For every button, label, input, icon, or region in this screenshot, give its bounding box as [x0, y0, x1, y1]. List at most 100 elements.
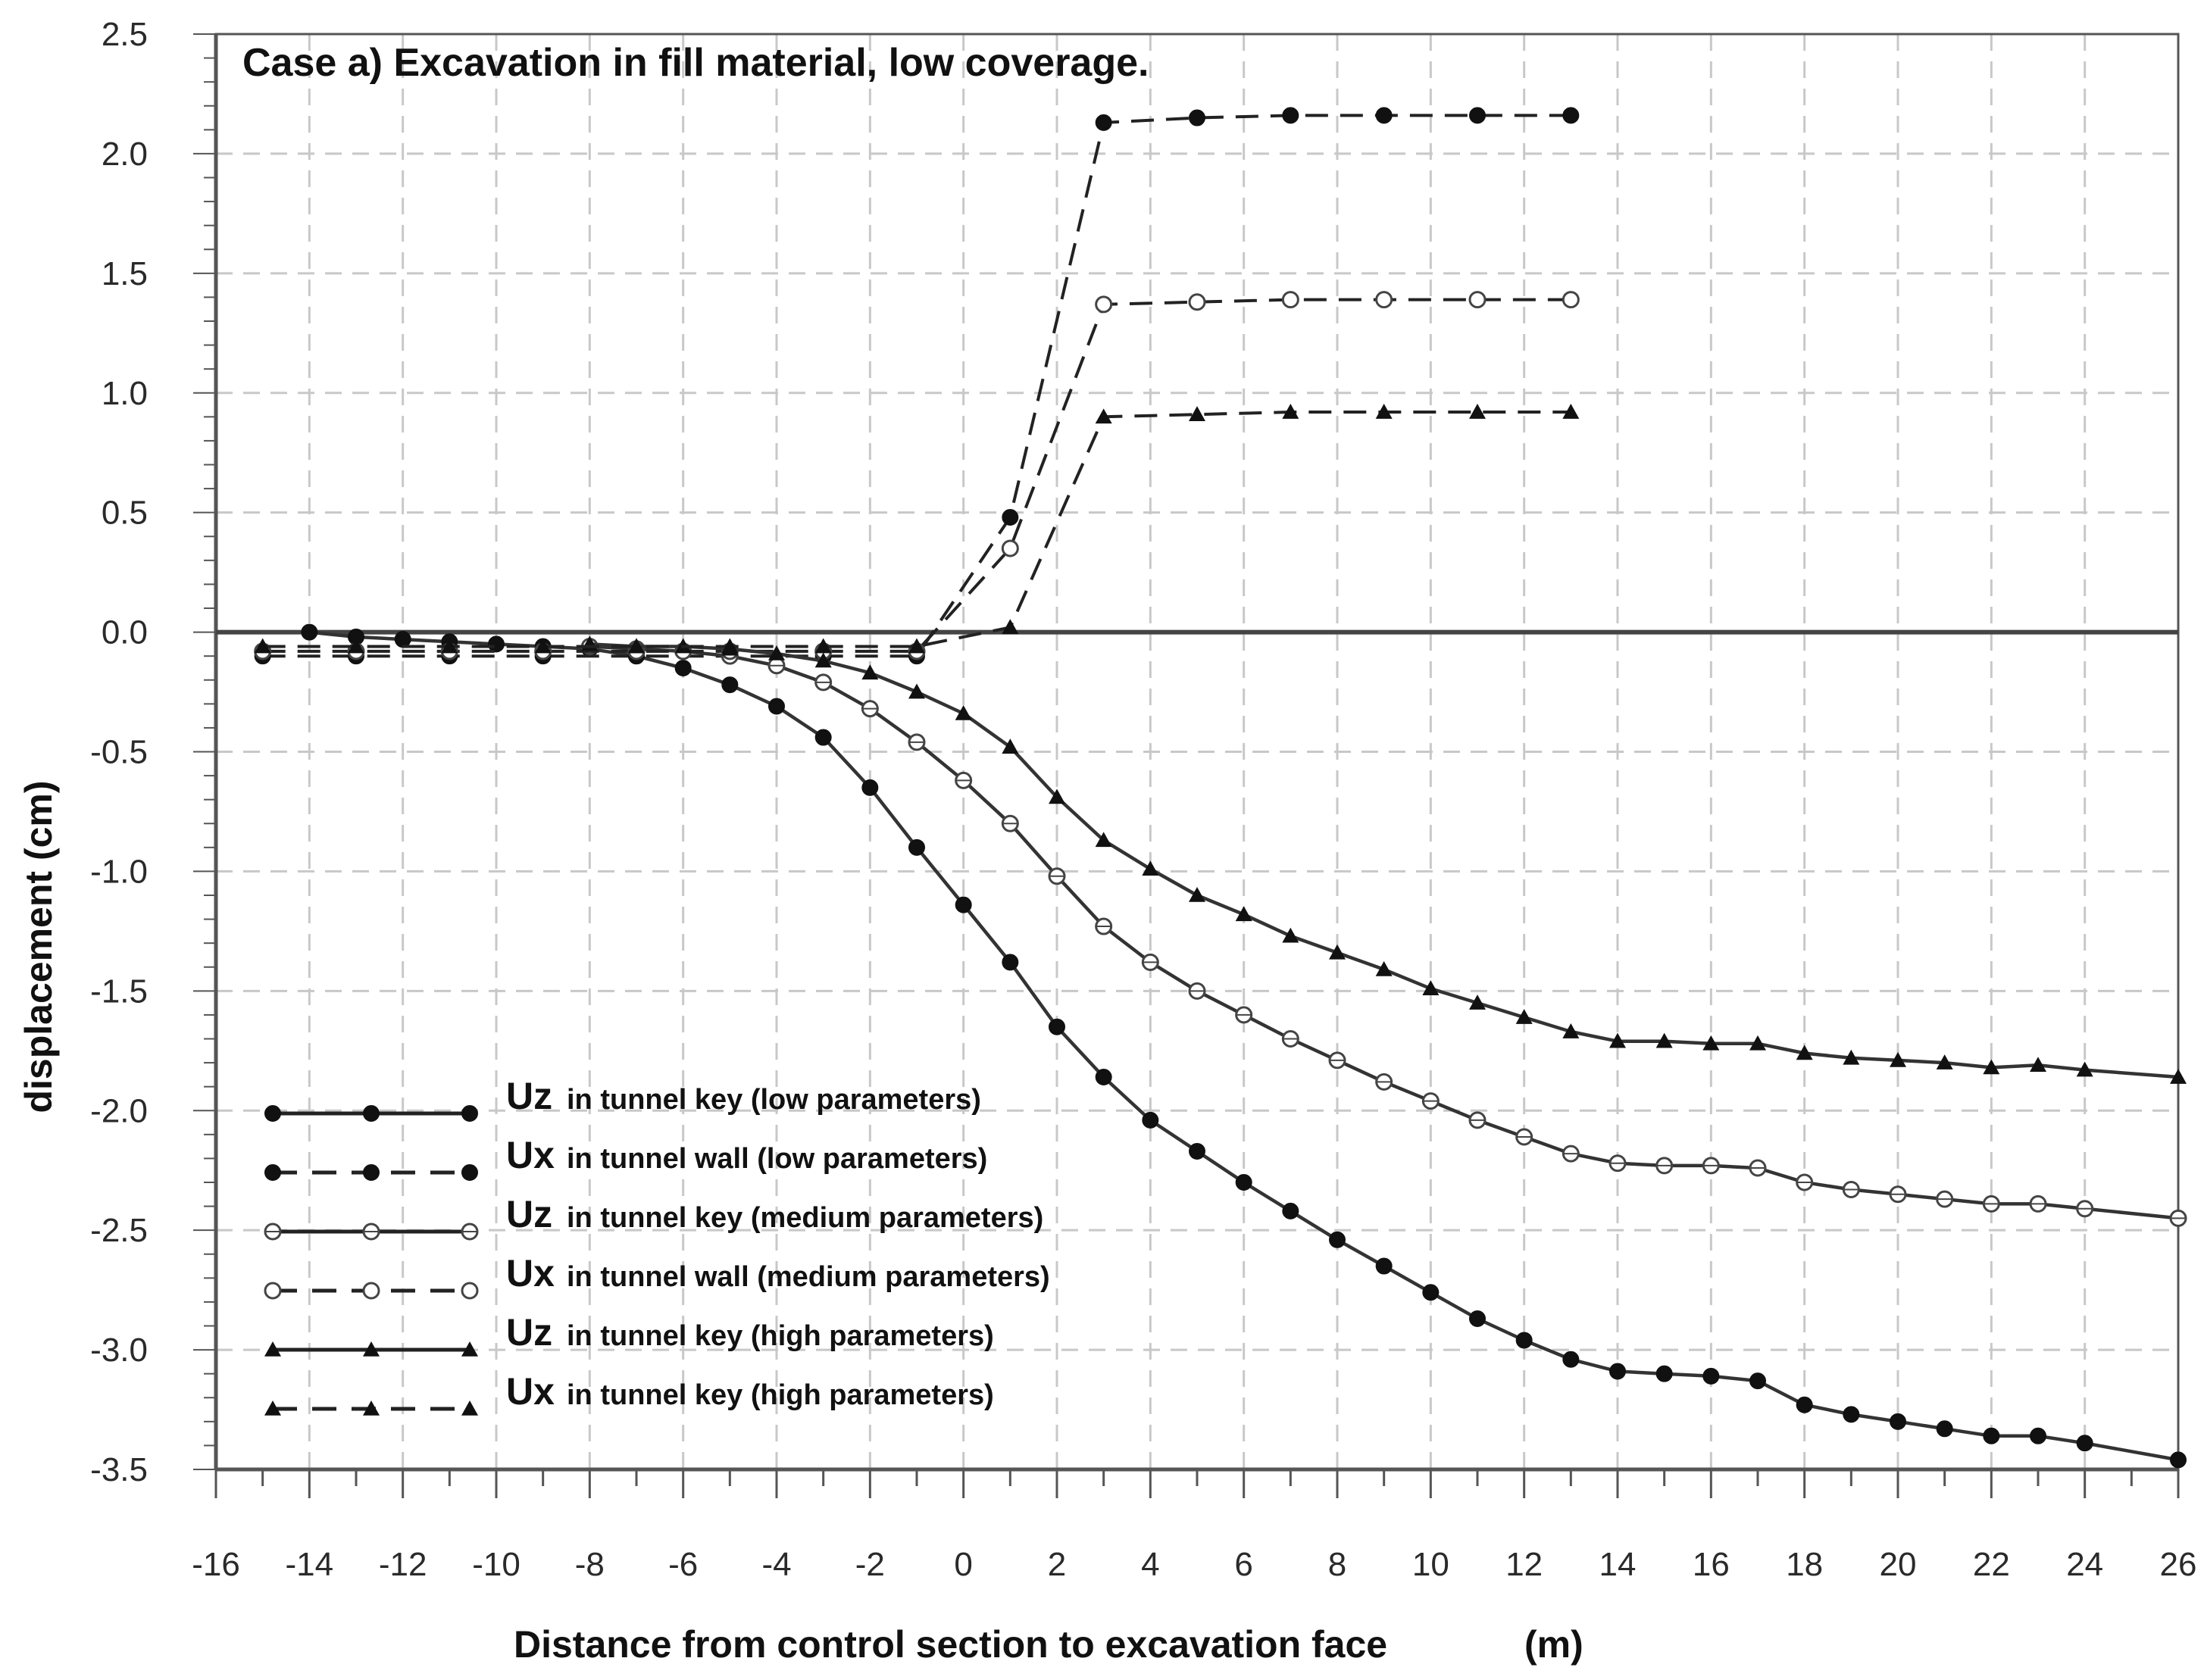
- data-point: [1796, 1045, 1813, 1060]
- legend-marker: [461, 1105, 478, 1122]
- series-line: [589, 645, 2179, 1220]
- data-point: [1001, 814, 1019, 832]
- data-point: [441, 638, 458, 654]
- legend-item-2: Uz in tunnel key (medium parameters): [264, 1193, 1043, 1241]
- y-tick-label: -3.0: [90, 1332, 148, 1369]
- data-point: [1422, 980, 1440, 995]
- data-point: [1095, 832, 1112, 848]
- y-tick-label: 1.0: [102, 375, 148, 412]
- data-point: [1189, 1142, 1205, 1160]
- data-point: [1375, 291, 1393, 309]
- data-point: [721, 676, 739, 694]
- data-point: [1749, 1159, 1767, 1177]
- y-tick-label: 0.0: [102, 614, 148, 651]
- data-point: [861, 700, 879, 718]
- data-point: [1608, 1154, 1627, 1173]
- chart-title: Case a) Excavation in fill material, low…: [242, 41, 1149, 85]
- data-point: [1002, 508, 1019, 526]
- data-point: [301, 623, 318, 641]
- legend-marker: [264, 1282, 282, 1300]
- data-point: [814, 673, 833, 692]
- legend-item-5: Ux in tunnel key (high parameters): [264, 1370, 994, 1416]
- x-tick-label: 24: [2066, 1546, 2103, 1583]
- data-point: [1609, 1363, 1626, 1380]
- data-point: [861, 779, 879, 796]
- legend-marker: [363, 1105, 380, 1122]
- legend-marker: [461, 1341, 478, 1357]
- y-tick-label: 2.5: [102, 16, 148, 53]
- data-point: [955, 771, 973, 789]
- series-line: [262, 411, 1571, 648]
- data-point: [1422, 1284, 1440, 1301]
- x-axis-unit: (m): [1524, 1623, 1583, 1666]
- x-tick-label: -8: [575, 1546, 605, 1583]
- x-tick-label: 18: [1786, 1546, 1823, 1583]
- x-tick-label: -10: [472, 1546, 521, 1583]
- data-point: [1049, 1018, 1065, 1035]
- data-point: [254, 638, 271, 654]
- y-tick-label: 1.5: [102, 255, 148, 292]
- data-point: [1469, 1310, 1486, 1328]
- data-point: [1095, 1069, 1112, 1086]
- data-point: [1655, 1157, 1674, 1175]
- data-point: [1515, 1128, 1533, 1146]
- data-point: [1983, 1059, 2000, 1075]
- legend-item-4: Uz in tunnel key (high parameters): [264, 1311, 994, 1357]
- data-point: [768, 698, 785, 715]
- data-point: [2076, 1435, 2093, 1452]
- data-point: [1702, 1157, 1720, 1175]
- data-point: [1702, 1035, 1720, 1051]
- data-point: [1188, 293, 1206, 311]
- x-tick-label: 22: [1973, 1546, 2010, 1583]
- legend-marker: [362, 1223, 380, 1241]
- x-tick-label: 2: [1048, 1546, 1066, 1583]
- data-point: [2076, 1061, 2093, 1077]
- y-tick-label: -3.5: [90, 1451, 148, 1488]
- data-point: [1890, 1051, 1906, 1067]
- data-point: [1890, 1413, 1906, 1430]
- data-point: [1328, 1051, 1346, 1070]
- x-tick-label: 12: [1505, 1546, 1543, 1583]
- data-point: [1095, 917, 1113, 935]
- data-point: [908, 683, 925, 699]
- data-point: [1142, 1111, 1159, 1129]
- data-point: [1983, 1427, 2000, 1444]
- data-point: [1282, 404, 1299, 419]
- data-point: [1001, 539, 1019, 557]
- data-point: [2030, 1057, 2046, 1073]
- data-point: [534, 638, 552, 654]
- data-point: [2170, 1069, 2187, 1084]
- legend-marker: [461, 1164, 478, 1181]
- data-point: [1375, 107, 1393, 124]
- legend-marker: [264, 1223, 282, 1241]
- series-line: [589, 642, 2179, 1079]
- data-point: [1562, 291, 1580, 309]
- data-point: [814, 638, 832, 654]
- grid: [216, 34, 2178, 1469]
- data-point: [1468, 1111, 1487, 1129]
- data-point: [1282, 1202, 1299, 1219]
- legend-symbol: Ux: [506, 1370, 555, 1413]
- data-point: [908, 838, 925, 856]
- data-point: [861, 664, 879, 680]
- x-tick-label: 10: [1412, 1546, 1449, 1583]
- data-point: [768, 645, 785, 660]
- legend-label: in tunnel key (high parameters): [567, 1379, 994, 1411]
- data-point: [908, 638, 925, 654]
- data-point: [1469, 995, 1486, 1010]
- x-tick-label: -6: [668, 1546, 698, 1583]
- series-layer: [254, 107, 2187, 1469]
- data-point: [1843, 1049, 1860, 1065]
- legend-label: in tunnel wall (medium parameters): [567, 1261, 1050, 1293]
- x-tick-label: 20: [1880, 1546, 1917, 1583]
- series-line: [262, 298, 1571, 653]
- x-tick-label: 14: [1599, 1546, 1637, 1583]
- x-tick-label: -4: [761, 1546, 791, 1583]
- data-point: [1235, 1174, 1252, 1191]
- data-point: [348, 638, 364, 654]
- legend-marker: [363, 1401, 380, 1416]
- data-point: [674, 659, 692, 676]
- legend-item-0: Uz in tunnel key (low parameters): [264, 1075, 981, 1122]
- legend-label: in tunnel key (high parameters): [567, 1320, 994, 1352]
- legend-marker: [264, 1401, 281, 1416]
